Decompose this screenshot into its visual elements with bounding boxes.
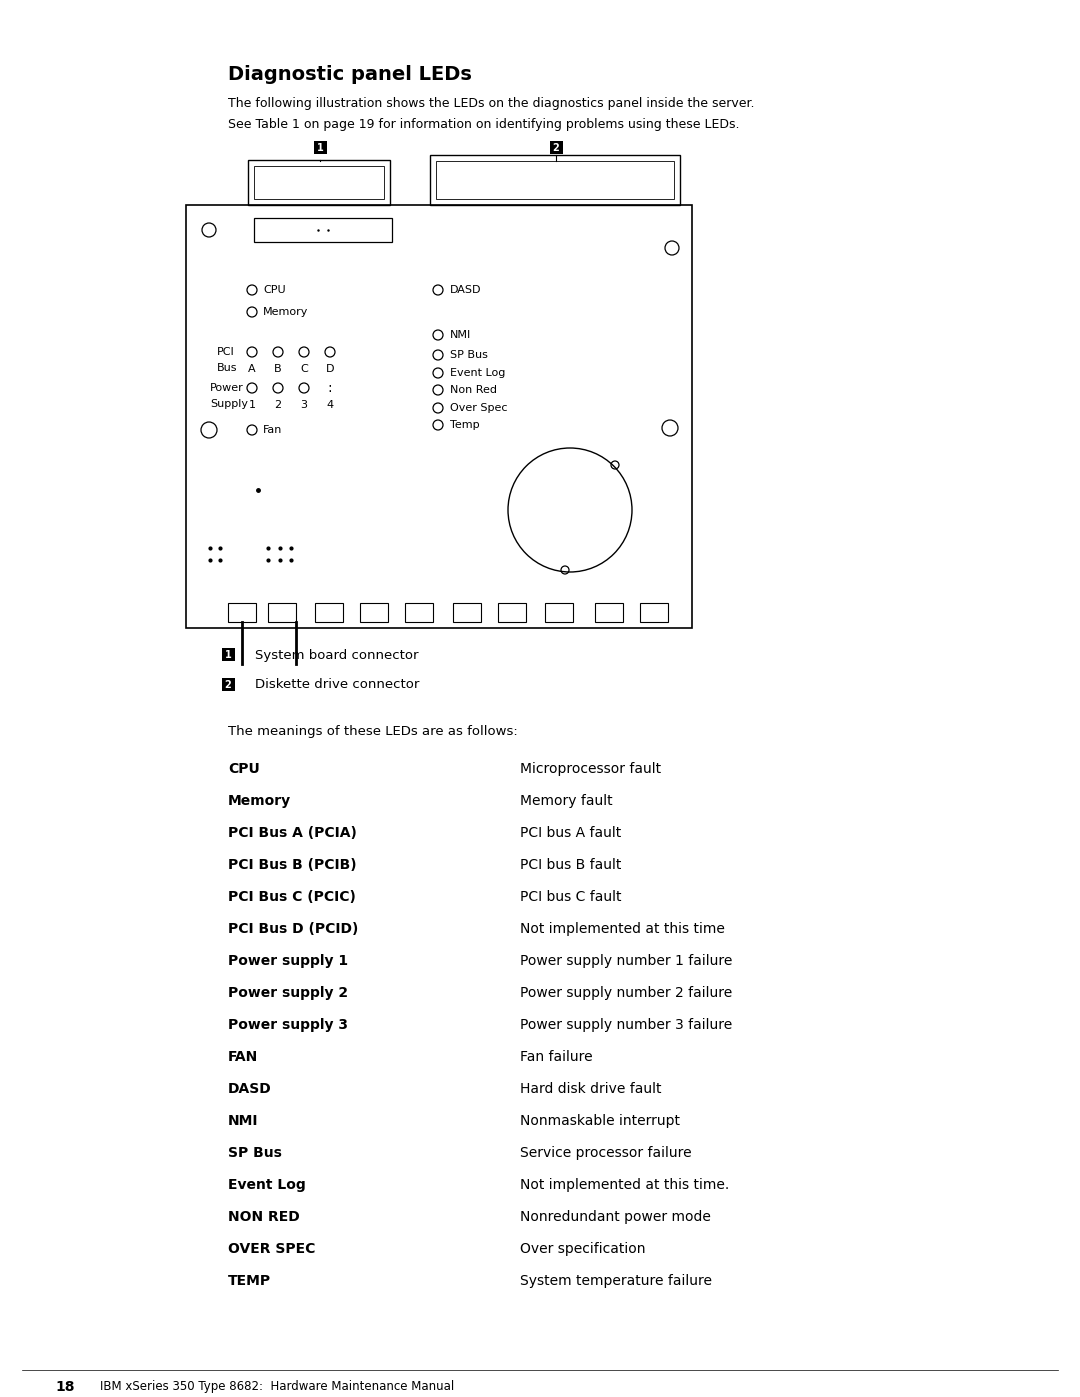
Text: 2: 2 bbox=[225, 680, 231, 690]
Text: PCI bus B fault: PCI bus B fault bbox=[519, 858, 621, 872]
Text: The meanings of these LEDs are as follows:: The meanings of these LEDs are as follow… bbox=[228, 725, 517, 738]
Text: Hard disk drive fault: Hard disk drive fault bbox=[519, 1083, 661, 1097]
Bar bbox=[254, 218, 392, 242]
Text: C: C bbox=[300, 365, 308, 374]
Text: PCI Bus B (PCIB): PCI Bus B (PCIB) bbox=[228, 858, 356, 872]
Text: Service processor failure: Service processor failure bbox=[519, 1146, 691, 1160]
Text: Memory: Memory bbox=[264, 307, 309, 317]
Text: 1: 1 bbox=[225, 650, 231, 659]
Text: Power supply 2: Power supply 2 bbox=[228, 986, 348, 1000]
Bar bbox=[228, 604, 256, 622]
Bar bbox=[315, 604, 343, 622]
Text: Supply: Supply bbox=[210, 400, 248, 409]
Text: PCI Bus C (PCIC): PCI Bus C (PCIC) bbox=[228, 890, 356, 904]
Bar bbox=[640, 604, 669, 622]
Bar bbox=[314, 141, 327, 154]
Text: TEMP: TEMP bbox=[228, 1274, 271, 1288]
Text: OVER SPEC: OVER SPEC bbox=[228, 1242, 315, 1256]
Text: Power: Power bbox=[210, 383, 244, 393]
Text: Nonredundant power mode: Nonredundant power mode bbox=[519, 1210, 711, 1224]
Text: System temperature failure: System temperature failure bbox=[519, 1274, 712, 1288]
Text: See Table 1 on page 19 for information on identifying problems using these LEDs.: See Table 1 on page 19 for information o… bbox=[228, 117, 740, 131]
Text: 3: 3 bbox=[300, 400, 308, 409]
Text: Memory: Memory bbox=[228, 793, 292, 807]
Text: IBM xSeries 350 Type 8682:  Hardware Maintenance Manual: IBM xSeries 350 Type 8682: Hardware Main… bbox=[100, 1380, 455, 1393]
Text: :: : bbox=[327, 381, 333, 395]
Text: Not implemented at this time: Not implemented at this time bbox=[519, 922, 725, 936]
Text: PCI Bus D (PCID): PCI Bus D (PCID) bbox=[228, 922, 359, 936]
Text: PCI bus C fault: PCI bus C fault bbox=[519, 890, 621, 904]
Text: D: D bbox=[326, 365, 334, 374]
Bar bbox=[453, 604, 481, 622]
Text: The following illustration shows the LEDs on the diagnostics panel inside the se: The following illustration shows the LED… bbox=[228, 96, 755, 110]
Text: PCI bus A fault: PCI bus A fault bbox=[519, 826, 621, 840]
Text: Power supply 1: Power supply 1 bbox=[228, 954, 348, 968]
Text: DASD: DASD bbox=[450, 285, 482, 295]
Text: Fan failure: Fan failure bbox=[519, 1051, 593, 1065]
Text: 4: 4 bbox=[326, 400, 334, 409]
Text: NMI: NMI bbox=[228, 1113, 258, 1127]
Text: Nonmaskable interrupt: Nonmaskable interrupt bbox=[519, 1113, 680, 1127]
Bar bbox=[550, 141, 563, 154]
Bar bbox=[222, 678, 235, 692]
Text: SP Bus: SP Bus bbox=[450, 351, 488, 360]
Text: Power supply number 3 failure: Power supply number 3 failure bbox=[519, 1018, 732, 1032]
Text: Memory fault: Memory fault bbox=[519, 793, 612, 807]
Bar bbox=[436, 161, 674, 198]
Text: Microprocessor fault: Microprocessor fault bbox=[519, 761, 661, 775]
Text: Diskette drive connector: Diskette drive connector bbox=[255, 679, 419, 692]
Bar bbox=[595, 604, 623, 622]
Text: SP Bus: SP Bus bbox=[228, 1146, 282, 1160]
Text: Diagnostic panel LEDs: Diagnostic panel LEDs bbox=[228, 66, 472, 84]
Bar bbox=[248, 161, 390, 205]
Bar bbox=[430, 155, 680, 205]
Text: Fan: Fan bbox=[264, 425, 282, 434]
Text: Event Log: Event Log bbox=[450, 367, 505, 379]
Text: 1: 1 bbox=[248, 400, 256, 409]
Bar bbox=[545, 604, 573, 622]
Bar bbox=[268, 604, 296, 622]
Text: CPU: CPU bbox=[228, 761, 260, 775]
Bar bbox=[254, 166, 384, 198]
Text: CPU: CPU bbox=[264, 285, 285, 295]
Text: NON RED: NON RED bbox=[228, 1210, 300, 1224]
Text: 1: 1 bbox=[316, 142, 323, 154]
Text: A: A bbox=[248, 365, 256, 374]
Text: Power supply number 2 failure: Power supply number 2 failure bbox=[519, 986, 732, 1000]
Bar bbox=[498, 604, 526, 622]
Text: Non Red: Non Red bbox=[450, 386, 497, 395]
Bar bbox=[405, 604, 433, 622]
Text: Over Spec: Over Spec bbox=[450, 402, 508, 414]
Text: 18: 18 bbox=[55, 1380, 75, 1394]
Text: 2: 2 bbox=[274, 400, 282, 409]
Text: B: B bbox=[274, 365, 282, 374]
Bar bbox=[360, 604, 388, 622]
Text: PCI: PCI bbox=[217, 346, 234, 358]
Bar bbox=[186, 205, 692, 629]
Text: System board connector: System board connector bbox=[255, 648, 419, 662]
Text: Power supply 3: Power supply 3 bbox=[228, 1018, 348, 1032]
Bar bbox=[222, 648, 235, 661]
Text: DASD: DASD bbox=[228, 1083, 272, 1097]
Text: Power supply number 1 failure: Power supply number 1 failure bbox=[519, 954, 732, 968]
Text: NMI: NMI bbox=[450, 330, 471, 339]
Text: PCI Bus A (PCIA): PCI Bus A (PCIA) bbox=[228, 826, 356, 840]
Text: 2: 2 bbox=[553, 142, 559, 154]
Text: Over specification: Over specification bbox=[519, 1242, 646, 1256]
Text: Temp: Temp bbox=[450, 420, 480, 430]
Text: Bus: Bus bbox=[217, 363, 238, 373]
Text: Event Log: Event Log bbox=[228, 1178, 306, 1192]
Text: Not implemented at this time.: Not implemented at this time. bbox=[519, 1178, 729, 1192]
Text: FAN: FAN bbox=[228, 1051, 258, 1065]
